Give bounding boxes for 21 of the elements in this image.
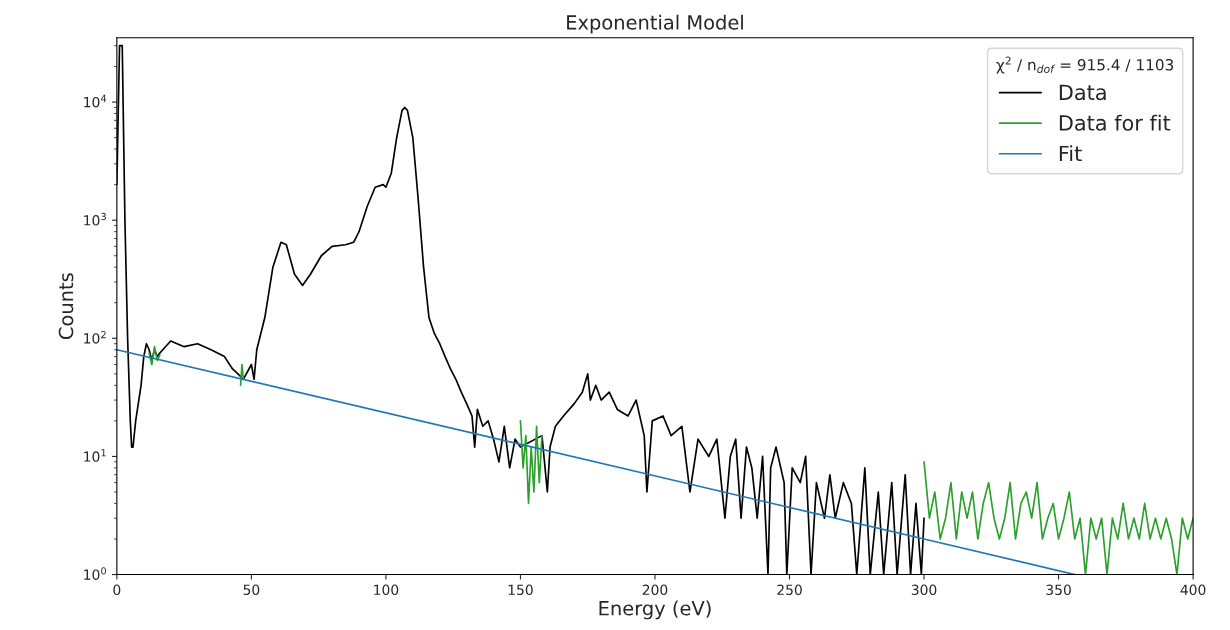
y-tick-label: 10$^{2}$ <box>84 330 106 344</box>
legend-title: χ$^{2}$ / n$_{dof}$ = 915.4 / 1103 <box>996 56 1174 74</box>
legend-label: Data <box>1059 84 1106 101</box>
x-tick-label: 350 <box>1046 584 1071 596</box>
x-tick-label: 0 <box>113 584 121 596</box>
x-tick-label: 250 <box>777 584 802 596</box>
legend-label: Data for fit <box>1059 114 1171 131</box>
x-tick-label: 100 <box>374 584 399 596</box>
x-tick-label: 300 <box>911 584 937 596</box>
x-tick-label: 400 <box>1180 584 1206 596</box>
x-tick-label: 150 <box>508 584 533 596</box>
y-tick-label: 10$^{4}$ <box>84 94 107 108</box>
x-tick-label: 50 <box>243 584 260 596</box>
legend-label: Fit <box>1059 145 1082 162</box>
y-tick-label: 10$^{3}$ <box>84 212 106 226</box>
y-tick-label: 10$^{0}$ <box>84 567 107 580</box>
chart-title: Exponential Model <box>567 14 743 34</box>
y-axis-title: Counts <box>58 273 74 340</box>
x-tick-label: 200 <box>642 584 668 596</box>
y-tick-label: 10$^{1}$ <box>84 449 106 462</box>
x-axis-title: Energy (eV) <box>599 600 711 620</box>
